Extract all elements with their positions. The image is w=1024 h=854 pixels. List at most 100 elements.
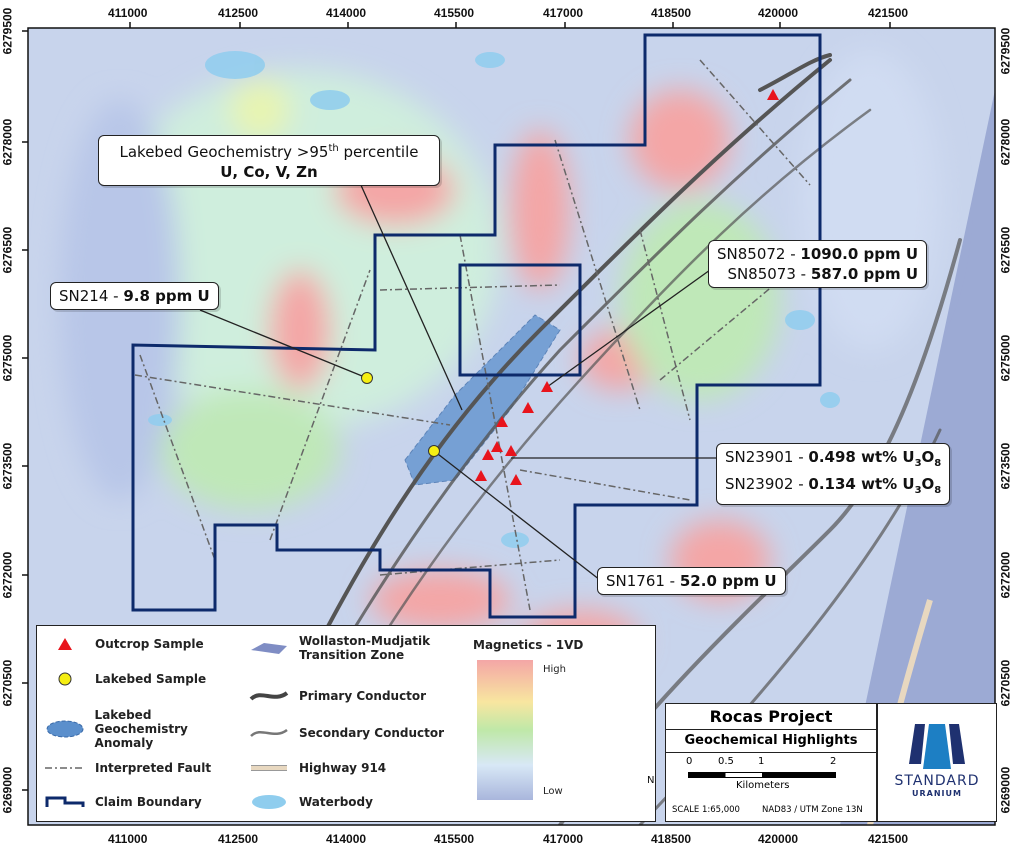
sample-id: SN23902 - <box>725 475 809 493</box>
x-label: 418500 <box>651 832 692 846</box>
y-label: 6279500 <box>998 27 1013 75</box>
outcrop-sample <box>505 445 517 456</box>
logo-text: URANIUM <box>912 789 962 798</box>
y-label: 6275000 <box>998 334 1013 382</box>
x-label: 412500 <box>218 832 259 846</box>
outcrop-sample <box>767 89 779 100</box>
legend-primary: Primary Conductor <box>247 686 426 706</box>
y-label: 6270500 <box>0 659 15 707</box>
legend-highway: Highway 914 <box>247 758 386 778</box>
sample-id: SN23901 - <box>725 448 809 466</box>
legend-label: Wollaston-Mudjatik Transition Zone <box>299 634 431 662</box>
map-frame <box>27 27 996 826</box>
legend-label: Waterbody <box>299 795 373 809</box>
scale-tick: 1 <box>758 756 765 767</box>
sample-value: 1090.0 ppm U <box>800 245 919 263</box>
legend-label: Highway 914 <box>299 761 387 775</box>
graticule-ticks <box>22 22 891 791</box>
legend-label: Claim Boundary <box>95 795 202 809</box>
callout-sn85072: SN85072 - 1090.0 ppm U SN85073 - 587.0 p… <box>708 240 928 288</box>
y-label: 6270500 <box>998 659 1013 707</box>
subscript: 8 <box>934 485 942 496</box>
logo-text: STANDARD <box>894 773 980 789</box>
divider <box>876 704 878 821</box>
callout-text: percentile <box>338 143 419 161</box>
legend: Outcrop Sample Lakebed Sample Lakebed Ge… <box>36 625 656 822</box>
outcrop-sample <box>482 449 494 460</box>
crs-text: NAD83 / UTM Zone 13N <box>762 805 863 815</box>
callout-sn214: SN214 - 9.8 ppm U <box>50 282 219 310</box>
subscript: 3 <box>914 458 922 469</box>
scale-tick: 0.5 <box>718 756 734 767</box>
y-label: 6272000 <box>0 551 15 599</box>
y-label: 6278000 <box>998 118 1013 166</box>
x-label: 414000 <box>326 832 367 846</box>
waterbody-icon <box>247 792 291 812</box>
legend-label: Secondary Conductor <box>299 726 445 740</box>
subscript: 8 <box>934 458 942 469</box>
lakebed-sample <box>428 445 440 457</box>
north-arrow: N <box>647 775 655 786</box>
claim-boundary-inner <box>458 263 582 377</box>
x-label: 414000 <box>326 6 367 20</box>
x-label: 412500 <box>218 6 259 20</box>
callout-leaders <box>199 182 716 581</box>
callout-anomaly: Lakebed Geochemistry >95th percentile U,… <box>98 135 440 186</box>
x-label: 417000 <box>543 6 584 20</box>
y-label: 6272000 <box>998 551 1013 599</box>
project-title: Rocas Project <box>666 704 876 730</box>
outcrop-sample <box>496 416 508 427</box>
scale-bar: 0 0.5 1 2 Kilometers <box>686 756 848 796</box>
scale-tick: 2 <box>830 756 837 767</box>
x-label: 421500 <box>868 6 909 20</box>
claim-boundary <box>131 33 822 619</box>
triangle-icon <box>43 634 87 654</box>
lakebed-sample <box>361 372 373 384</box>
sample-id: SN85073 - <box>727 265 811 283</box>
legend-anomaly: Lakebed Geochemistry Anomaly <box>43 708 243 750</box>
legend-secondary: Secondary Conductor <box>247 723 444 743</box>
sample-value: 52.0 ppm U <box>679 572 777 590</box>
outcrop-sample <box>491 441 503 452</box>
legend-claim: Claim Boundary <box>43 792 202 812</box>
standard-uranium-logo: STANDARD URANIUM <box>878 704 996 821</box>
legend-label: Interpreted Fault <box>95 761 212 775</box>
callout-text: Lakebed Geochemistry >95 <box>119 143 329 161</box>
y-label: 6278000 <box>0 118 15 166</box>
sample-value: 9.8 ppm U <box>123 287 210 305</box>
y-label: 6275000 <box>0 334 15 382</box>
outcrop-sample <box>475 470 487 481</box>
legend-label: Primary Conductor <box>299 689 427 703</box>
legend-outcrop: Outcrop Sample <box>43 634 204 654</box>
x-label: 420000 <box>758 6 799 20</box>
secondary-conductor-icon <box>247 723 291 743</box>
magnetics-title: Magnetics - 1VD <box>473 638 584 652</box>
magnetics-colorbar <box>477 660 533 800</box>
sample-id: SN1761 - <box>606 572 680 590</box>
colorbar-high-label: High <box>543 664 566 675</box>
legend-lakebed: Lakebed Sample <box>43 669 206 689</box>
outcrop-sample <box>541 381 553 392</box>
x-label: 411000 <box>108 6 148 20</box>
scale-tick: 0 <box>686 756 693 767</box>
logo-mark-icon <box>909 724 965 769</box>
project-subtitle: Geochemical Highlights <box>666 730 876 753</box>
outcrop-sample <box>522 402 534 413</box>
primary-conductor-icon <box>247 686 291 706</box>
y-label: 6269000 <box>0 766 15 814</box>
sample-value: 0.134 wt% U <box>808 475 915 493</box>
legend-label: Outcrop Sample <box>95 637 204 651</box>
outcrop-sample <box>510 474 522 485</box>
y-label: 6273500 <box>998 442 1013 490</box>
subscript: 3 <box>914 485 922 496</box>
y-label: 6276500 <box>0 226 15 274</box>
callout-elements: U, Co, V, Zn <box>220 163 318 181</box>
sample-value: 587.0 ppm U <box>810 265 919 283</box>
x-label: 411000 <box>108 832 148 846</box>
legend-label: Lakebed Geochemistry Anomaly <box>94 708 188 750</box>
anomaly-swatch-icon <box>43 719 87 739</box>
outcrop-samples <box>475 89 779 485</box>
transition-zone-icon <box>247 638 291 658</box>
legend-waterbody: Waterbody <box>247 792 373 812</box>
title-block: Rocas Project Geochemical Highlights 0 0… <box>665 703 997 822</box>
